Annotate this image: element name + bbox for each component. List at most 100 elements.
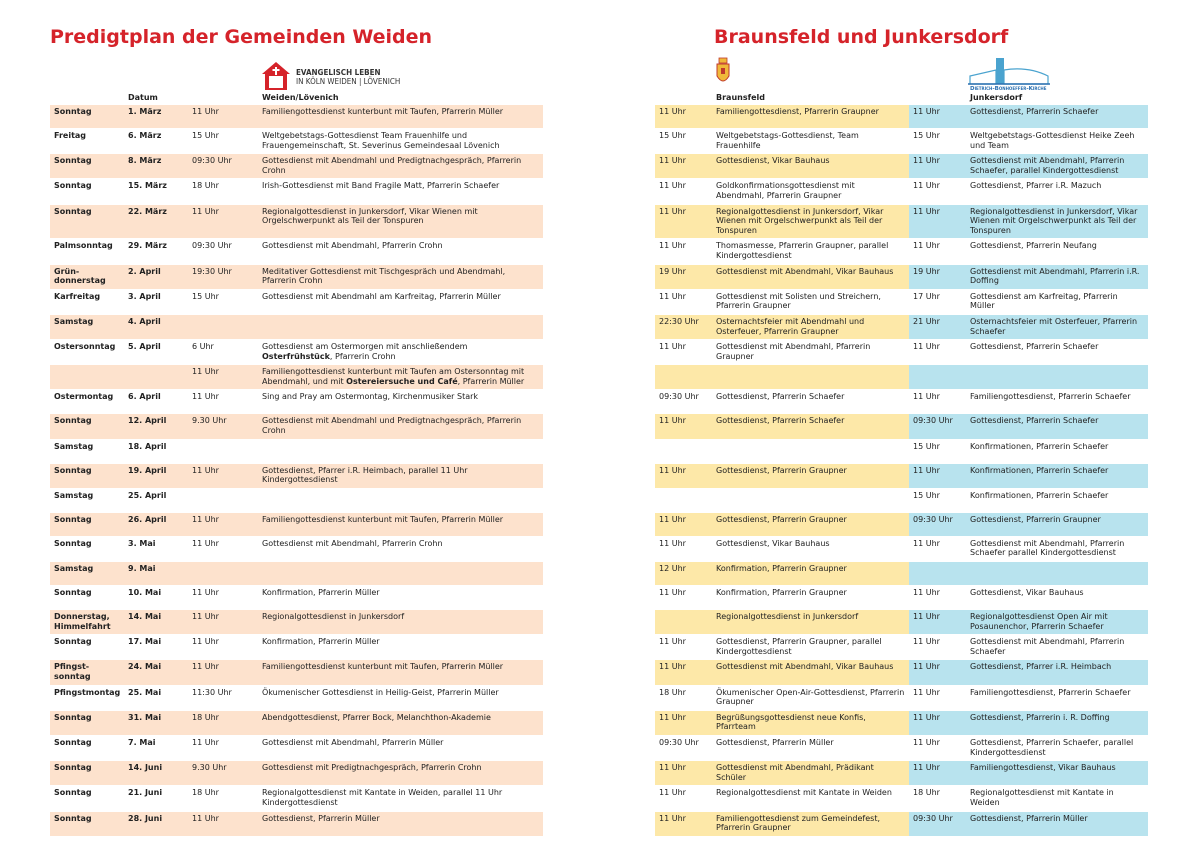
day: Karfreitag xyxy=(54,291,101,301)
gap xyxy=(543,512,655,536)
time: 11 Uhr xyxy=(192,637,219,647)
time: 11 Uhr xyxy=(188,660,258,685)
day: Sonntag xyxy=(50,463,124,488)
gap xyxy=(543,761,655,786)
event: Gottesdienst, Pfarrerin Müller xyxy=(716,737,834,747)
date: 3. April xyxy=(128,291,161,301)
event: Weltgebetstags-Gottesdienst Heike Zeeh u… xyxy=(970,131,1135,150)
time xyxy=(909,562,966,586)
event: Konfirmationen, Pfarrerin Schaefer xyxy=(966,463,1148,488)
time: 9.30 Uhr xyxy=(188,761,258,786)
time: 19 Uhr xyxy=(655,264,712,289)
time xyxy=(188,314,258,340)
date: 22. März xyxy=(124,204,188,239)
gap xyxy=(543,536,655,562)
event: Gottesdienst, Pfarrerin Schaefer, parall… xyxy=(970,737,1134,757)
schedule-row: Samstag 4. April 22:30 Uhr Osternachtsfeier… xyxy=(50,314,1148,340)
time: 11 Uhr xyxy=(655,204,712,239)
day: Freitag xyxy=(54,131,87,140)
time: 22:30 Uhr xyxy=(655,314,712,340)
gap xyxy=(543,660,655,685)
event xyxy=(258,489,543,512)
time: 11 Uhr xyxy=(655,105,712,128)
event: Weltgebetstags-Gottesdienst Team Frauenh… xyxy=(262,131,500,150)
date: 9. Mai xyxy=(124,562,188,586)
schedule-row: Sonntag 3. Mai 11 Uhr Gottesdienst mit Aben… xyxy=(50,536,1148,562)
event: Gottesdienst mit Abendmahl am Karfreitag… xyxy=(262,291,501,301)
time: 11 Uhr xyxy=(909,761,966,786)
time: 11 Uhr xyxy=(913,392,940,402)
event: Osternachtsfeier mit Abendmahl und Oster… xyxy=(712,314,909,340)
schedule-row: Grün-donnerstag 2. April 19:30 Uhr Meditati… xyxy=(50,264,1148,289)
gap xyxy=(543,439,655,463)
time: 09:30 Uhr xyxy=(909,811,966,836)
date: 4. April xyxy=(124,314,188,340)
date: 6. März xyxy=(128,131,162,140)
event: Familiengottesdienst kunterbunt mit Tauf… xyxy=(258,365,543,390)
gap xyxy=(543,390,655,414)
gap xyxy=(543,264,655,289)
schedule-row: 11 Uhr Familiengottesdienst kunterbunt mi… xyxy=(50,365,1148,390)
gap xyxy=(543,685,655,710)
logo-line: IN KÖLN WEIDEN | LÖVENICH xyxy=(296,77,401,86)
day: Palmsonntag xyxy=(54,241,113,251)
event: Familiengottesdienst, Pfarrerin Graupner xyxy=(712,105,909,128)
gap xyxy=(543,610,655,635)
time: 11 Uhr xyxy=(188,811,258,836)
time: 09:30 Uhr xyxy=(192,241,232,251)
date: 10. Mai xyxy=(128,588,162,598)
time: 11 Uhr xyxy=(655,710,712,735)
time xyxy=(655,489,712,512)
event: Gottesdienst am Ostermorgen mit anschlie… xyxy=(258,340,543,364)
event: Gottesdienst, Pfarrer i.R. Mazuch xyxy=(970,181,1102,191)
time: 11 Uhr xyxy=(655,463,712,488)
time: 11 Uhr xyxy=(192,737,219,747)
time: 15 Uhr xyxy=(913,490,940,500)
time: 15 Uhr xyxy=(192,131,219,140)
time xyxy=(655,610,712,635)
event: Gottesdienst, Pfarrerin Schaefer xyxy=(970,342,1099,352)
coat-of-arms xyxy=(716,57,730,82)
gap xyxy=(543,129,655,154)
date: 2. April xyxy=(124,264,188,289)
church-icon xyxy=(968,58,1050,85)
event: Gottesdienst mit Abendmahl und Predigtna… xyxy=(258,414,543,439)
day: Samstag xyxy=(50,314,124,340)
schedule-row: Sonntag 21. Juni 18 Uhr Regionalgottesdiens… xyxy=(50,786,1148,811)
time: 09:30 Uhr xyxy=(909,414,966,439)
day: Sonntag xyxy=(54,181,92,191)
event: Regionalgottesdienst mit Kantate in Weid… xyxy=(970,788,1114,807)
time: 11 Uhr xyxy=(659,181,686,191)
time: 15 Uhr xyxy=(913,441,940,451)
event xyxy=(712,365,909,390)
schedule-row: Sonntag 19. April 11 Uhr Gottesdienst, Pfar… xyxy=(50,463,1148,488)
event xyxy=(712,489,909,512)
event xyxy=(258,562,543,586)
day: Sonntag xyxy=(54,737,92,747)
gap xyxy=(543,365,655,390)
gap xyxy=(543,635,655,660)
schedule-row: Samstag 25. April 15 Uhr Konfirmationen, Pf… xyxy=(50,488,1148,512)
event: Gottesdienst mit Abendmahl, Pfarrerin Sc… xyxy=(966,154,1148,179)
time: 11 Uhr xyxy=(913,637,940,647)
date: 5. April xyxy=(128,342,161,352)
event: Gottesdienst mit Abendmahl, Prädikant Sc… xyxy=(712,761,909,786)
event: Regionalgottesdienst mit Kantate in Weid… xyxy=(716,788,892,798)
time: 11 Uhr xyxy=(655,154,712,179)
schedule-row: Sonntag 8. März 09:30 Uhr Gottesdienst mit … xyxy=(50,154,1148,179)
day: Sonntag xyxy=(54,588,92,598)
time: 11 Uhr xyxy=(909,463,966,488)
date: 6. April xyxy=(128,392,161,402)
event: Thomasmesse, Pfarrerin Graupner, paralle… xyxy=(716,241,889,260)
event: Regionalgottesdienst in Junkersdorf xyxy=(712,610,909,635)
date: 17. Mai xyxy=(128,637,162,647)
time: 11:30 Uhr xyxy=(192,687,232,697)
event: Meditativer Gottesdienst mit Tischgesprä… xyxy=(258,264,543,289)
event: Gottesdienst, Pfarrer i.R. Heimbach xyxy=(966,660,1148,685)
schedule-row: Samstag 9. Mai 12 Uhr Konfirmation, Pfarrer… xyxy=(50,562,1148,586)
time: 11 Uhr xyxy=(909,610,966,635)
gap xyxy=(543,340,655,365)
time: 11 Uhr xyxy=(913,737,940,747)
schedule-table: Sonntag 1. März 11 Uhr Familiengottesdienst… xyxy=(50,104,1148,837)
